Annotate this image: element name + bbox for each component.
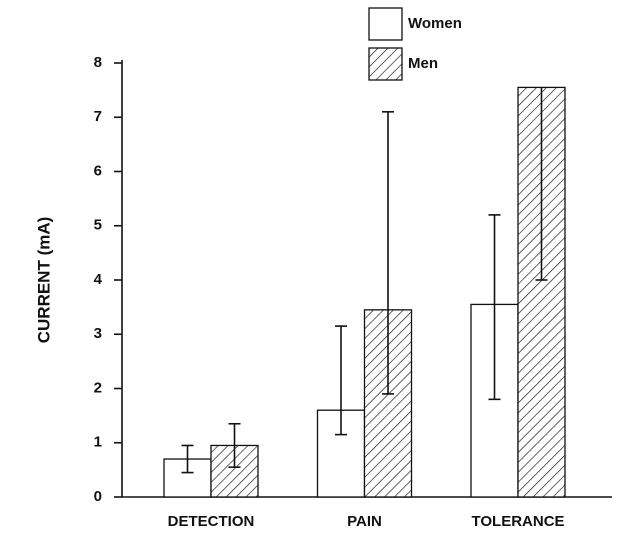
- legend-label: Men: [408, 55, 438, 72]
- x-tick-label: TOLERANCE: [471, 513, 564, 530]
- error-bar: [382, 309, 394, 395]
- legend-swatch: [368, 7, 403, 41]
- y-tick-label: 0: [94, 488, 102, 505]
- error-bar: [335, 325, 347, 411]
- y-tick-label: 4: [94, 271, 103, 288]
- y-tick-label: 3: [94, 325, 102, 342]
- x-tick-label: DETECTION: [168, 513, 255, 530]
- error-bar: [181, 444, 194, 460]
- y-tick-label: 1: [94, 434, 102, 451]
- x-tick-label: PAIN: [347, 513, 382, 530]
- legend-swatch: [368, 47, 403, 81]
- y-tick-label: 7: [94, 108, 102, 125]
- error-bar: [228, 445, 241, 468]
- y-tick-label: 2: [94, 379, 102, 396]
- error-bar: [335, 410, 347, 436]
- error-bar: [228, 422, 241, 446]
- y-tick-label: 8: [94, 54, 102, 71]
- y-axis-label: CURRENT (mA): [34, 217, 53, 344]
- y-tick-label: 5: [94, 217, 102, 234]
- error-bar: [488, 214, 501, 305]
- y-tick-label: 6: [94, 162, 102, 179]
- error-bar: [535, 87, 548, 281]
- error-bar: [181, 459, 194, 474]
- legend-label: Women: [408, 15, 462, 32]
- error-bar: [382, 111, 394, 310]
- error-bar: [488, 304, 501, 401]
